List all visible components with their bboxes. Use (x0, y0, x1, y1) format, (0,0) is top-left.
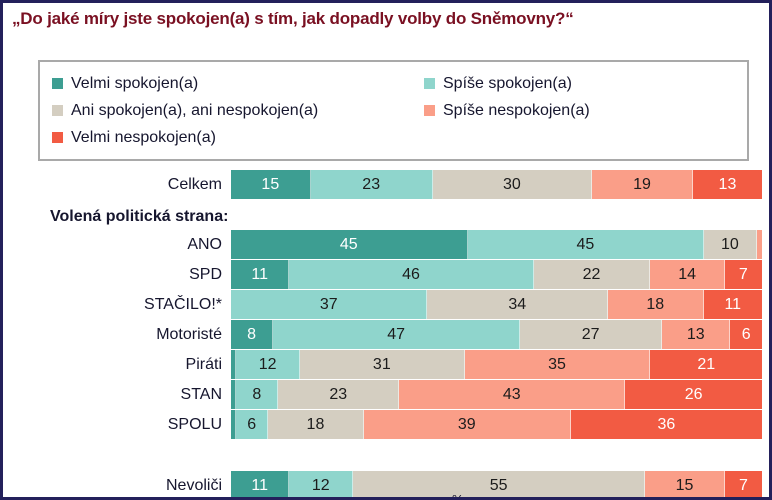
row-label: ANO (187, 236, 222, 253)
bar-segment: 11 (231, 260, 290, 289)
legend-swatch-icon (424, 78, 435, 89)
bar-segment: 12 (289, 471, 354, 497)
legend-swatch-icon (52, 78, 63, 89)
legend-label: Velmi nespokojen(a) (71, 128, 216, 146)
bar-segment: 23 (278, 380, 400, 409)
bar-segment: 47 (273, 320, 521, 349)
legend-swatch-icon (52, 132, 63, 143)
bar-segment: 26 (625, 380, 762, 409)
bar-segment: 31 (300, 350, 465, 379)
section-header: Volená politická strana: (50, 208, 229, 225)
bar-track: 8 23 43 26 (231, 380, 762, 409)
bar-track: 12 31 35 21 (231, 350, 762, 379)
bar-segment: 30 (432, 170, 593, 199)
legend-swatch-icon (424, 105, 435, 116)
bar-segment: 55 (353, 471, 646, 497)
legend-label: Spíše spokojen(a) (443, 74, 572, 92)
bar-segment: 34 (427, 290, 608, 319)
bar-segment: 8 (231, 320, 274, 349)
row-spacer (3, 440, 762, 471)
bar-segment: 7 (724, 471, 762, 497)
bar-segment: 18 (608, 290, 704, 319)
legend-item: Velmi spokojen(a) (52, 75, 424, 93)
row-label: Nevoliči (165, 477, 222, 494)
bar-track: 11 12 55 15 7 (231, 471, 762, 497)
row-label: STAN (180, 386, 222, 403)
bar-segment: 11 (703, 290, 762, 319)
bar-segment: 35 (464, 350, 651, 379)
bar-segment: 21 (650, 350, 762, 379)
bar-segment: 23 (310, 170, 433, 199)
bar-segment: 14 (650, 260, 725, 289)
legend: Velmi spokojen(a) Spíše spokojen(a) Ani sp… (38, 60, 749, 161)
row-label: STAČILO!* (144, 296, 222, 313)
bar-segment: 37 (231, 290, 428, 319)
bar-segment (231, 410, 237, 439)
bar-segment: 6 (236, 410, 269, 439)
bar-row: STAN 8 23 43 26 (3, 380, 762, 409)
bar-segment: 11 (231, 471, 290, 497)
bar-row: SPD 11 46 22 14 7 (3, 260, 762, 289)
chart-title: „Do jaké míry jste spokojen(a) s tím, ja… (12, 9, 574, 28)
bar-segment: 45 (231, 230, 468, 259)
bar-track: 8 47 27 13 6 (231, 320, 762, 349)
bar-segment: 8 (236, 380, 279, 409)
bar-segment: 43 (399, 380, 626, 409)
legend-item: Velmi nespokojen(a) (52, 129, 424, 147)
bar-row: STAČILO!* 37 34 18 11 (3, 290, 762, 319)
bar-row: Motoristé 8 47 27 13 6 (3, 320, 762, 349)
bar-segment: 27 (520, 320, 663, 349)
row-label: SPD (189, 266, 222, 283)
legend-item: Spíše spokojen(a) (424, 75, 737, 93)
bar-segment (231, 380, 237, 409)
bar-segment: 10 (704, 230, 757, 259)
bar-track: 15 23 30 19 13 (231, 170, 762, 199)
bar-segment: 12 (236, 350, 301, 379)
bar-track: 37 34 18 11 (231, 290, 762, 319)
bar-segment: 7 (724, 260, 762, 289)
bar-segment: 13 (692, 170, 762, 199)
row-label: Celkem (167, 176, 222, 193)
legend-label: Velmi spokojen(a) (71, 74, 199, 92)
bar-track: 45 45 10 (231, 230, 762, 259)
legend-item: Spíše nespokojen(a) (424, 102, 737, 120)
bar-row: Celkem 15 23 30 19 13 (3, 170, 762, 199)
bar-segment: 39 (363, 410, 571, 439)
bar-segment: 6 (730, 320, 762, 349)
legend-label: Ani spokojen(a), ani nespokojen(a) (71, 101, 319, 119)
bar-segment: 19 (592, 170, 693, 199)
legend-swatch-icon (52, 105, 63, 116)
bar-segment: 15 (231, 170, 311, 199)
bar-track: 6 18 39 36 (231, 410, 762, 439)
cutoff-text-fragment: % (452, 493, 464, 497)
bar-row: Piráti 12 31 35 21 (3, 350, 762, 379)
bar-segment: 45 (467, 230, 705, 259)
row-label: SPOLU (167, 416, 222, 433)
legend-label: Spíše nespokojen(a) (443, 101, 590, 119)
row-label: Piráti (185, 356, 222, 373)
bar-segment: 18 (268, 410, 364, 439)
bar-segment: 22 (533, 260, 651, 289)
bar-segment: 15 (645, 471, 725, 497)
bar-segment: 46 (289, 260, 534, 289)
bar-row: ANO 45 45 10 (3, 230, 762, 259)
legend-item: Ani spokojen(a), ani nespokojen(a) (52, 102, 424, 120)
bar-row: Nevoliči 11 12 55 15 7 (3, 471, 762, 497)
bar-row: SPOLU 6 18 39 36 (3, 410, 762, 439)
bar-track: 11 46 22 14 7 (231, 260, 762, 289)
bar-segment (756, 230, 762, 259)
bar-segment: 36 (570, 410, 762, 439)
chart-rows: Celkem 15 23 30 19 13 Volená politická strana:… (3, 170, 762, 497)
row-label: Motoristé (156, 326, 222, 343)
bar-segment (231, 350, 237, 379)
bar-segment: 13 (662, 320, 731, 349)
